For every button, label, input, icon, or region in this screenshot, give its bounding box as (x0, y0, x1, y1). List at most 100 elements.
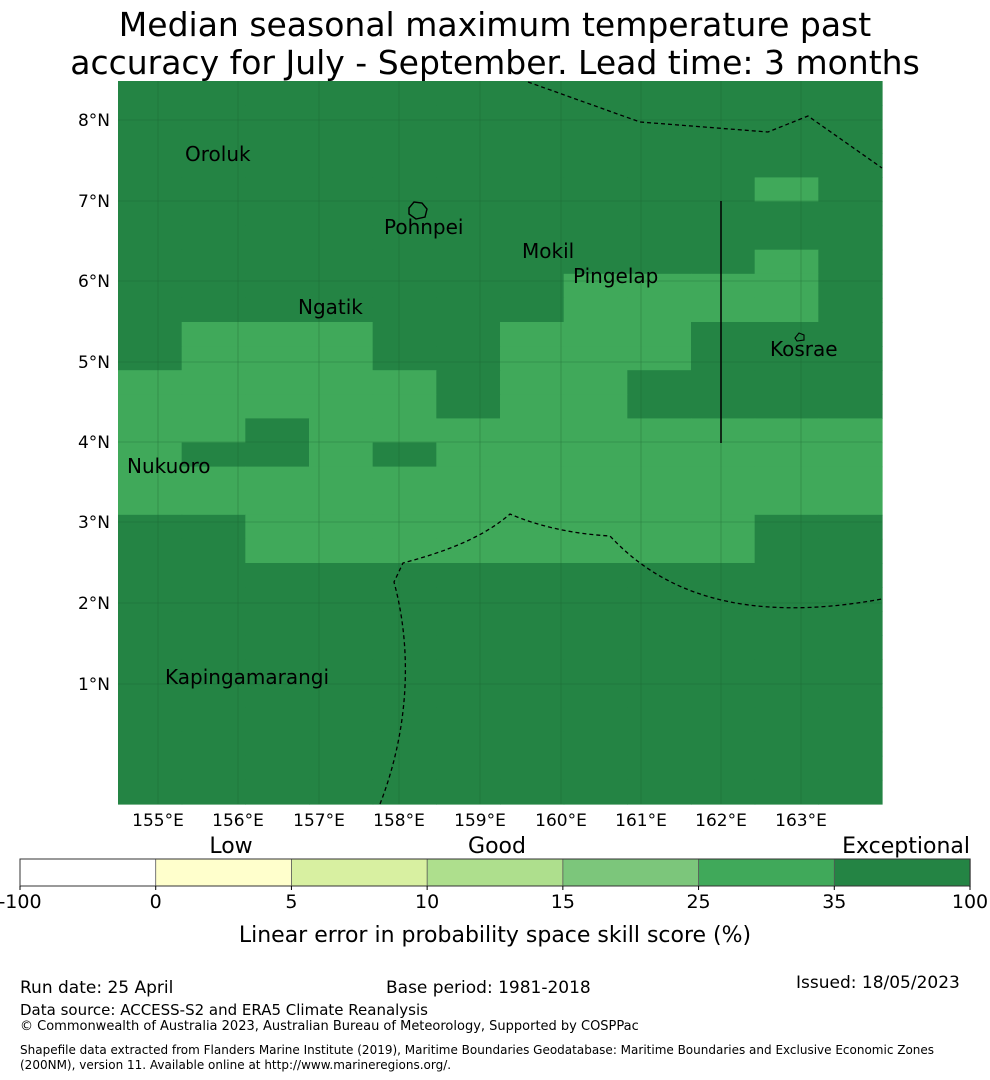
grid-cell (627, 418, 692, 444)
grid-cell (563, 201, 628, 227)
place-label: Pingelap (573, 264, 658, 288)
grid-cell (118, 370, 183, 395)
grid-cell (500, 346, 565, 371)
grid-cell (691, 490, 756, 516)
grid-cell (245, 418, 310, 444)
latitude-tick-label: 1°N (78, 675, 110, 695)
grid-cell (627, 105, 692, 130)
grid-cell (563, 297, 628, 323)
title-line-2: accuracy for July - September. Lead time… (70, 43, 920, 82)
grid-cell (372, 563, 437, 588)
grid-cell (627, 225, 692, 251)
grid-cell (754, 707, 819, 733)
grid-cell (436, 394, 501, 419)
grid-cell (245, 153, 310, 178)
grid-cell (118, 442, 183, 468)
grid-cell (181, 587, 246, 612)
grid-cell (563, 249, 628, 275)
grid-cell (245, 225, 310, 251)
colorbar-tick-label: 25 (686, 891, 710, 913)
longitude-tick-label: 162°E (695, 811, 747, 831)
grid-cell (118, 587, 183, 612)
grid-cell (563, 755, 628, 781)
grid-cell (500, 611, 565, 636)
grid-cell (500, 418, 565, 444)
grid-cell (818, 587, 883, 612)
grid-cell (818, 129, 883, 154)
grid-cell (181, 755, 246, 781)
grid-cell (118, 249, 183, 275)
grid-cell (436, 635, 501, 660)
grid-cell (436, 683, 501, 709)
grid-cell (500, 177, 565, 203)
place-label: Mokil (522, 239, 574, 263)
grid-cell (118, 611, 183, 636)
grid-cell (309, 346, 374, 371)
grid-cell (372, 249, 437, 275)
grid-cell (818, 442, 883, 468)
grid-cell (818, 249, 883, 275)
grid-cell (691, 587, 756, 612)
grid-cell (754, 105, 819, 130)
grid-cell (818, 177, 883, 203)
grid-cell (181, 466, 246, 492)
latitude-tick-label: 2°N (78, 594, 110, 614)
grid-cell (436, 105, 501, 130)
grid-cell (500, 297, 565, 323)
grid-cell (372, 442, 437, 468)
colorbar-category-label: Good (468, 834, 526, 859)
grid-cell (372, 779, 437, 805)
grid-cell (818, 779, 883, 805)
grid-cell (118, 755, 183, 781)
grid-cell (500, 129, 565, 154)
grid-cell (627, 249, 692, 275)
grid-cell (691, 297, 756, 323)
grid-cell (245, 273, 310, 299)
grid-cell (309, 105, 374, 130)
grid-cell (436, 153, 501, 178)
grid-cell (309, 442, 374, 468)
grid-cell (563, 514, 628, 540)
grid-cell (818, 755, 883, 781)
data-source: Data source: ACCESS-S2 and ERA5 Climate … (20, 1001, 428, 1019)
grid-cell (436, 201, 501, 227)
grid-cell (436, 587, 501, 612)
grid-cell (309, 635, 374, 660)
grid-cell (691, 659, 756, 685)
grid-cell (627, 81, 692, 106)
run-date: Run date: 25 April (20, 978, 174, 998)
grid-cell (245, 731, 310, 757)
grid-cell (754, 779, 819, 805)
grid-cell (245, 611, 310, 636)
grid-cell (436, 273, 501, 299)
grid-cell (309, 611, 374, 636)
grid-cell (500, 249, 565, 275)
grid-cell (309, 177, 374, 203)
grid-cell (627, 201, 692, 227)
grid-cell (245, 442, 310, 468)
place-label: Oroluk (185, 142, 251, 166)
grid-cell (627, 779, 692, 805)
grid-cell (818, 225, 883, 251)
colorbar-tick-label: 10 (415, 891, 439, 913)
grid-cell (500, 683, 565, 709)
grid-cell (754, 346, 819, 371)
pohnpei-island-outline (408, 201, 428, 220)
grid-cell (563, 129, 628, 154)
grid-cell (754, 563, 819, 588)
grid-cell (563, 611, 628, 636)
grid-cell (627, 370, 692, 395)
grid-cell (181, 731, 246, 757)
colorbar-tick-label: 15 (551, 891, 575, 913)
grid-cell (118, 201, 183, 227)
longitude-tick-label: 159°E (454, 811, 506, 831)
grid-cell (245, 297, 310, 323)
grid-cell (436, 779, 501, 805)
colorbar-bin (291, 858, 428, 887)
grid-cell (118, 490, 183, 516)
grid-cell (309, 153, 374, 178)
grid-cell (372, 587, 437, 612)
grid-cell (563, 153, 628, 178)
grid-cell (436, 370, 501, 395)
